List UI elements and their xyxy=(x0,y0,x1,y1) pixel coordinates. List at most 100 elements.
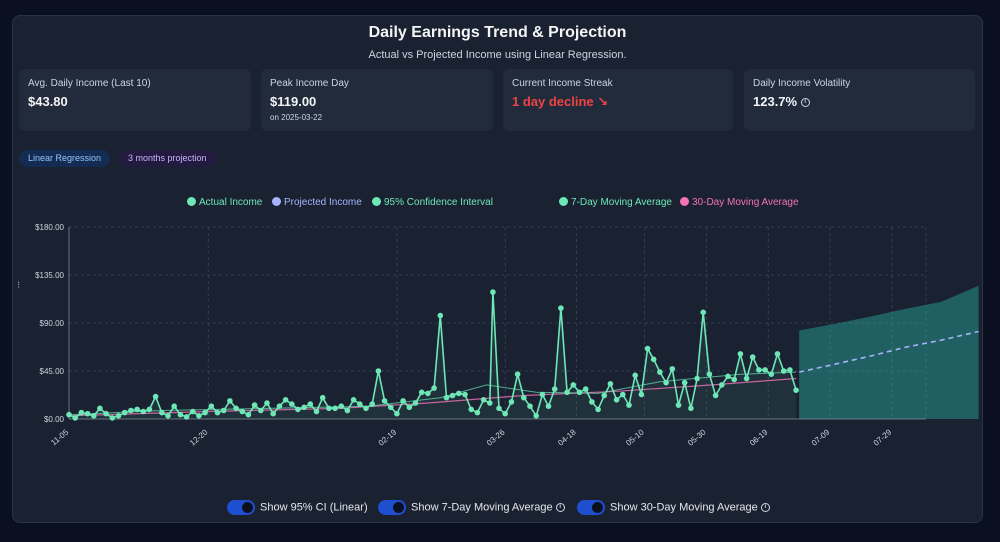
toggle-ma7[interactable]: Show 7-Day Moving Average i xyxy=(378,500,565,515)
actual-income-point xyxy=(650,356,657,363)
actual-income-point xyxy=(165,413,171,419)
x-tick-label: 02-19 xyxy=(377,427,399,447)
toggle-switch[interactable] xyxy=(227,500,255,515)
actual-income-area xyxy=(69,292,797,419)
actual-income-point xyxy=(146,406,153,413)
info-icon[interactable]: i xyxy=(800,98,810,108)
stat-value: $43.80 xyxy=(28,94,68,109)
x-tick-label: 03-26 xyxy=(485,427,507,447)
legend-item-ma30[interactable]: 30-Day Moving Average xyxy=(680,197,799,208)
actual-income-point xyxy=(502,410,509,417)
actual-income-point xyxy=(177,411,184,418)
x-tick-label: 06-19 xyxy=(748,427,770,447)
actual-income-point xyxy=(388,404,394,411)
actual-income-point xyxy=(406,404,413,411)
stat-card-volatility: Daily Income Volatility 123.7% i xyxy=(744,69,975,131)
legend-label: 30-Day Moving Average xyxy=(692,197,799,208)
legend-item-ci[interactable]: 95% Confidence Interval xyxy=(372,197,493,208)
actual-income-point xyxy=(103,410,109,417)
legend-label: 7-Day Moving Average xyxy=(571,197,672,208)
actual-income-point xyxy=(381,398,388,404)
legend-item-actual[interactable]: Actual Income xyxy=(187,197,262,208)
stat-card-avg-income: Avg. Daily Income (Last 10) $43.80 xyxy=(19,69,251,131)
actual-income-point xyxy=(712,392,719,399)
actual-income-point xyxy=(626,402,632,408)
actual-income-point xyxy=(756,367,762,373)
actual-income-point xyxy=(375,368,382,374)
legend-item-projected[interactable]: Projected Income xyxy=(272,197,362,208)
actual-income-point xyxy=(731,376,737,383)
toggle-label: Show 30-Day Moving Average xyxy=(610,501,758,514)
actual-income-point xyxy=(412,400,419,406)
drag-handle-icon[interactable]: ⁝ xyxy=(17,280,21,291)
actual-income-point xyxy=(564,389,570,396)
actual-income-point xyxy=(607,381,614,387)
actual-income-point xyxy=(706,371,713,378)
actual-income-point xyxy=(134,406,140,413)
info-icon[interactable]: i xyxy=(760,503,770,512)
stat-card-peak-day: Peak Income Day $119.00 on 2025-03-22 xyxy=(261,69,493,131)
stat-value: 123.7% xyxy=(753,94,798,109)
actual-income-point xyxy=(109,415,116,421)
actual-income-point xyxy=(681,379,688,386)
stat-label: Avg. Daily Income (Last 10) xyxy=(28,78,151,89)
stat-card-streak: Current Income Streak 1 day decline ↘ xyxy=(503,69,733,131)
stat-label: Daily Income Volatility xyxy=(753,78,851,89)
actual-income-point xyxy=(787,367,793,373)
actual-income-point xyxy=(78,409,85,416)
toggle-switch[interactable] xyxy=(577,500,605,515)
actual-income-point xyxy=(72,415,78,421)
horizon-tag: 3 months projection xyxy=(119,150,216,167)
y-tick-label: $135.00 xyxy=(35,271,64,280)
x-tick-label: 05-30 xyxy=(686,427,708,447)
actual-income-point xyxy=(270,410,277,417)
actual-income-point xyxy=(688,405,694,412)
actual-income-point xyxy=(780,368,787,374)
actual-income-point xyxy=(326,405,332,412)
actual-income-point xyxy=(239,408,246,415)
actual-income-point xyxy=(431,385,437,391)
actual-income-point xyxy=(91,413,97,419)
stat-label: Peak Income Day xyxy=(270,78,349,89)
actual-income-point xyxy=(115,413,122,419)
toggle-ma30[interactable]: Show 30-Day Moving Average i xyxy=(577,500,770,515)
legend-item-ma7[interactable]: 7-Day Moving Average xyxy=(559,197,672,208)
actual-income-point xyxy=(400,398,406,404)
actual-income-point xyxy=(474,409,481,416)
actual-income-point xyxy=(669,366,676,372)
actual-income-point xyxy=(725,373,731,380)
x-tick-label: 07-09 xyxy=(810,427,832,447)
actual-income-point xyxy=(700,309,706,316)
y-tick-label: $180.00 xyxy=(35,223,64,232)
actual-income-point xyxy=(196,413,202,419)
actual-income-point xyxy=(468,406,475,413)
actual-income-point xyxy=(632,372,638,379)
legend-label: Projected Income xyxy=(284,197,362,208)
legend-dot xyxy=(559,197,568,206)
actual-income-point xyxy=(251,402,258,408)
actual-income-point xyxy=(613,397,620,403)
actual-income-point xyxy=(313,408,320,415)
legend-label: Actual Income xyxy=(199,197,263,208)
actual-income-point xyxy=(220,407,227,414)
actual-income-point xyxy=(737,351,744,357)
actual-income-point xyxy=(183,414,190,420)
actual-income-point xyxy=(97,405,103,412)
stat-value: $119.00 xyxy=(270,94,317,109)
info-icon[interactable]: i xyxy=(555,503,565,512)
actual-income-point xyxy=(159,409,165,416)
actual-income-point xyxy=(307,401,314,407)
actual-income-point xyxy=(227,398,233,404)
confidence-interval-band xyxy=(799,285,979,419)
toggle-switch[interactable] xyxy=(378,500,406,515)
actual-income-point xyxy=(487,400,493,406)
actual-income-point xyxy=(743,375,750,382)
toggle-ci[interactable]: Show 95% CI (Linear) xyxy=(227,500,368,515)
actual-income-point xyxy=(301,404,307,411)
actual-income-point xyxy=(295,406,301,413)
actual-income-point xyxy=(663,379,669,386)
actual-income-point xyxy=(675,402,682,408)
actual-income-point xyxy=(533,413,539,419)
actual-income-point xyxy=(508,399,515,405)
actual-income-point xyxy=(282,397,289,403)
